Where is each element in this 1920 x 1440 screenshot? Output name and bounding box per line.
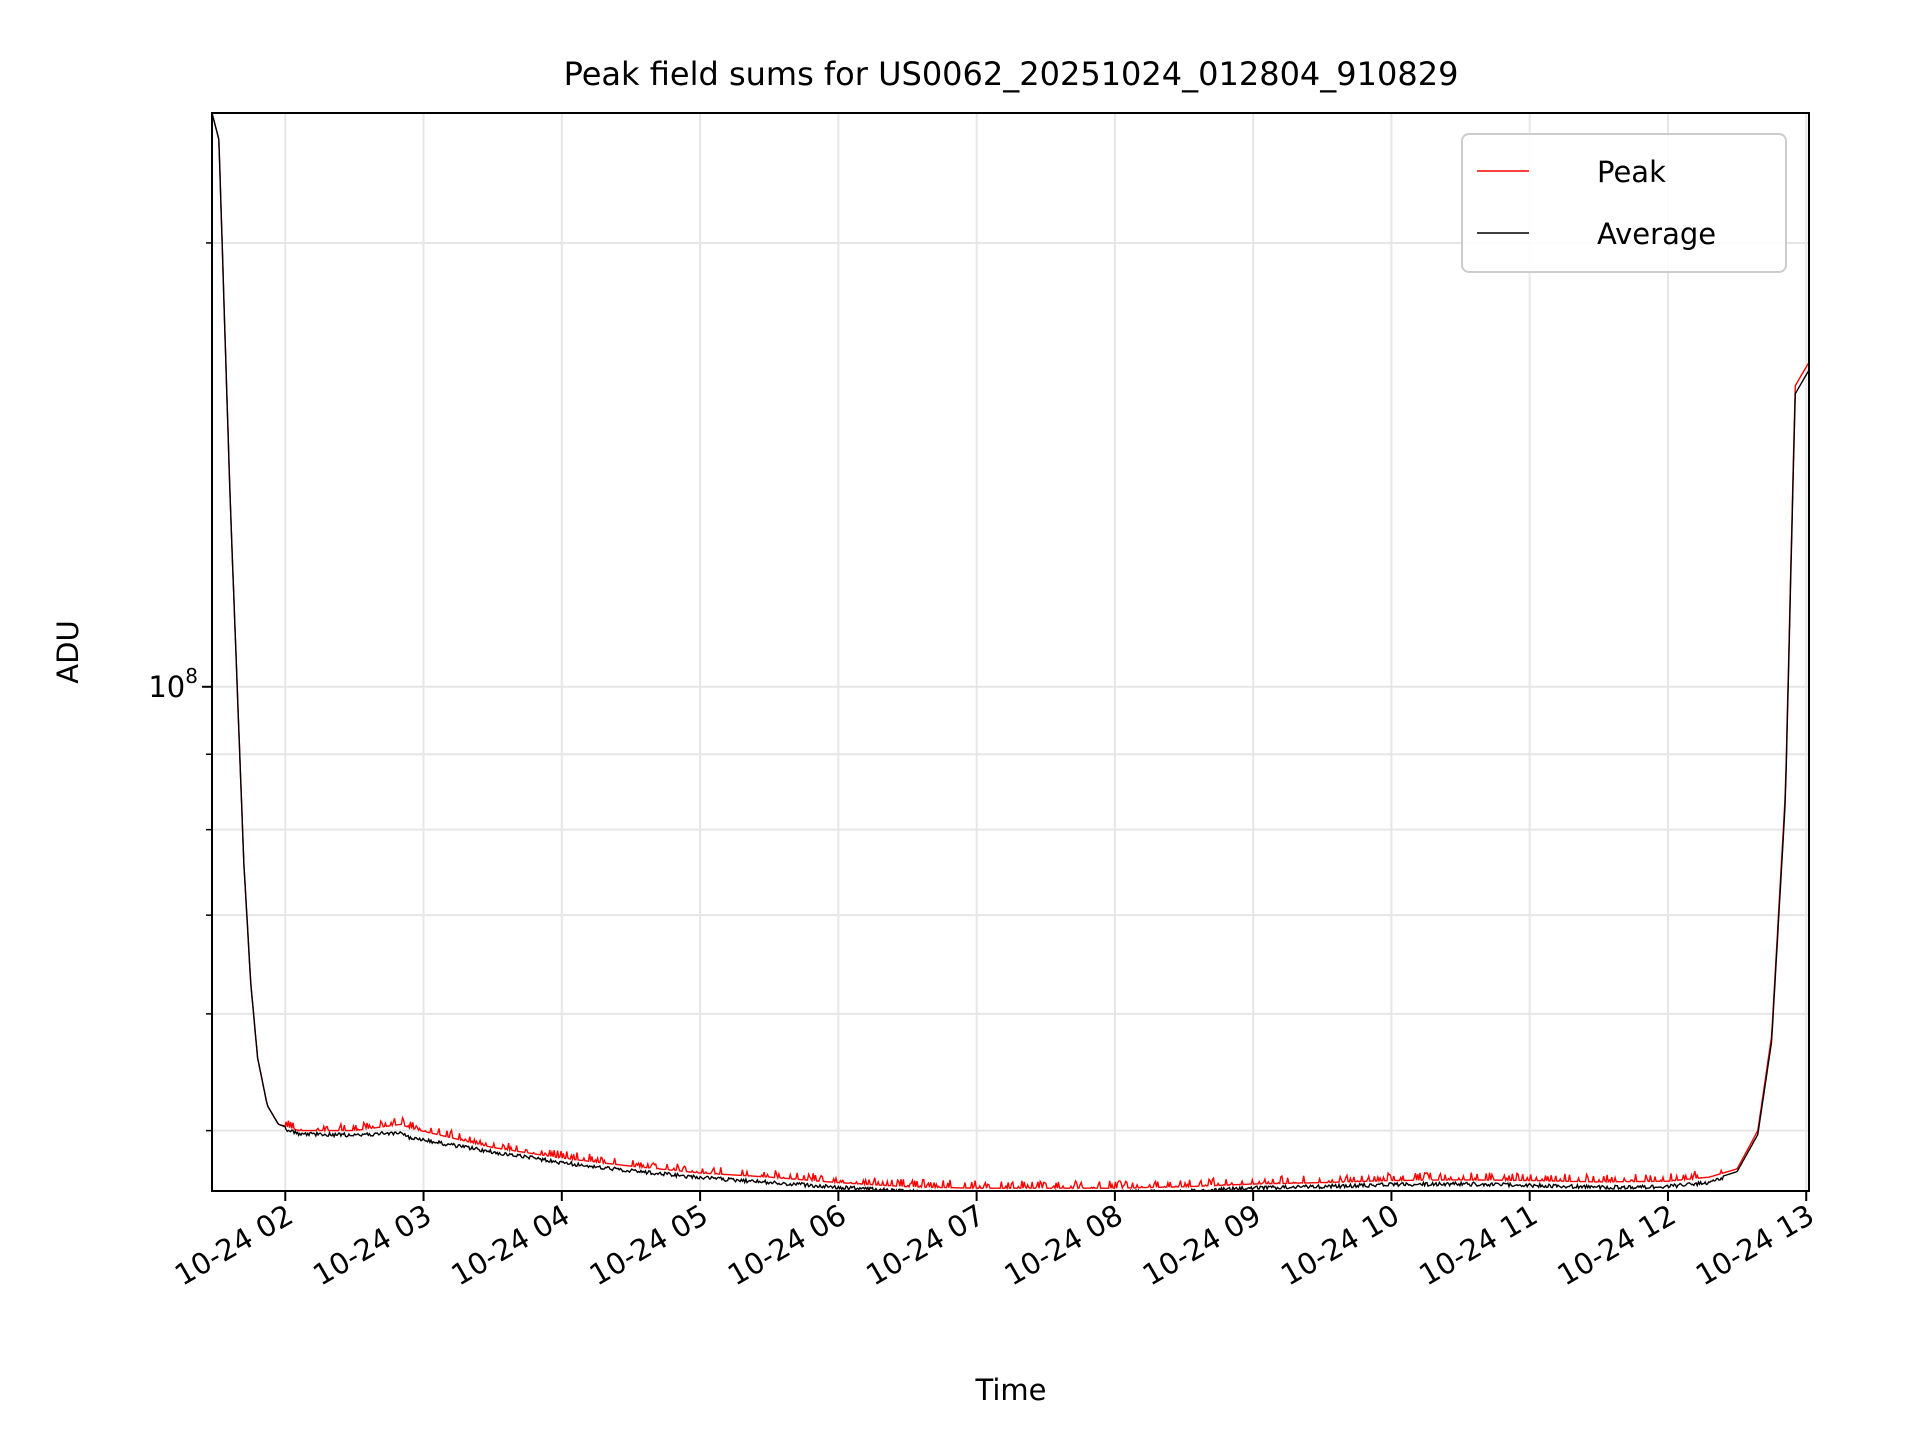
y-axis-ticks: 108 <box>148 242 212 1132</box>
x-axis-label: Time <box>975 1373 1047 1407</box>
series-area <box>212 113 1809 1191</box>
series-line-peak <box>212 113 1809 1191</box>
series-line-average <box>212 113 1809 1191</box>
legend-box <box>1461 133 1787 273</box>
legend: Peak Average <box>1461 133 1787 273</box>
y-tick-label: 108 <box>148 664 198 704</box>
legend-label-average: Average <box>1597 217 1716 251</box>
chart-title: Peak field sums for US0062_20251024_0128… <box>564 55 1459 93</box>
y-tick-label-base: 10 <box>148 670 185 704</box>
y-tick-label-exponent: 8 <box>185 664 198 688</box>
y-axis-label: ADU <box>51 620 85 683</box>
plot-frame <box>211 112 1810 1192</box>
legend-label-peak: Peak <box>1597 155 1666 189</box>
